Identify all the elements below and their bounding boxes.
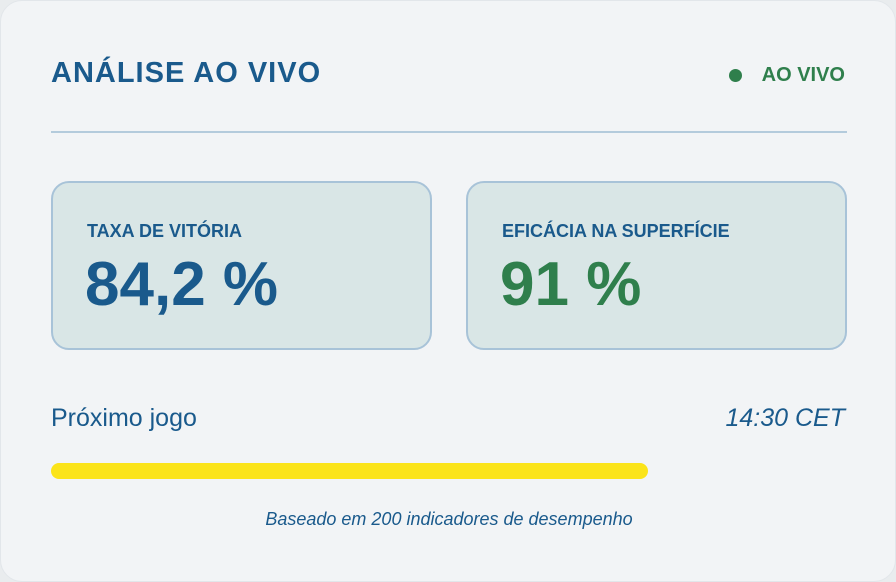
metric-value: 84,2 % [85, 250, 279, 319]
footnote: Baseado em 200 indicadores de desempenho [265, 509, 633, 529]
divider [51, 131, 847, 133]
metric-card: TAXA DE VITÓRIA 84,2 % [51, 181, 432, 350]
next-game-time: 14:30 CET [725, 404, 845, 432]
live-dot [728, 69, 742, 82]
metric-value: 91 % [500, 250, 642, 319]
live-status: AO VIVO [728, 64, 845, 87]
status-text: AO VIVO [761, 64, 845, 86]
metric-label: EFICÁCIA NA SUPERFÍCIE [502, 221, 730, 241]
metric-label: TAXA DE VITÓRIA [87, 221, 243, 241]
metric-card: EFICÁCIA NA SUPERFÍCIE 91 % [466, 181, 847, 350]
title: ANÁLISE AO VIVO [51, 57, 322, 89]
next-game-label: Próximo jogo [51, 404, 197, 432]
progress-fill [51, 463, 648, 479]
progress-track [51, 463, 847, 479]
